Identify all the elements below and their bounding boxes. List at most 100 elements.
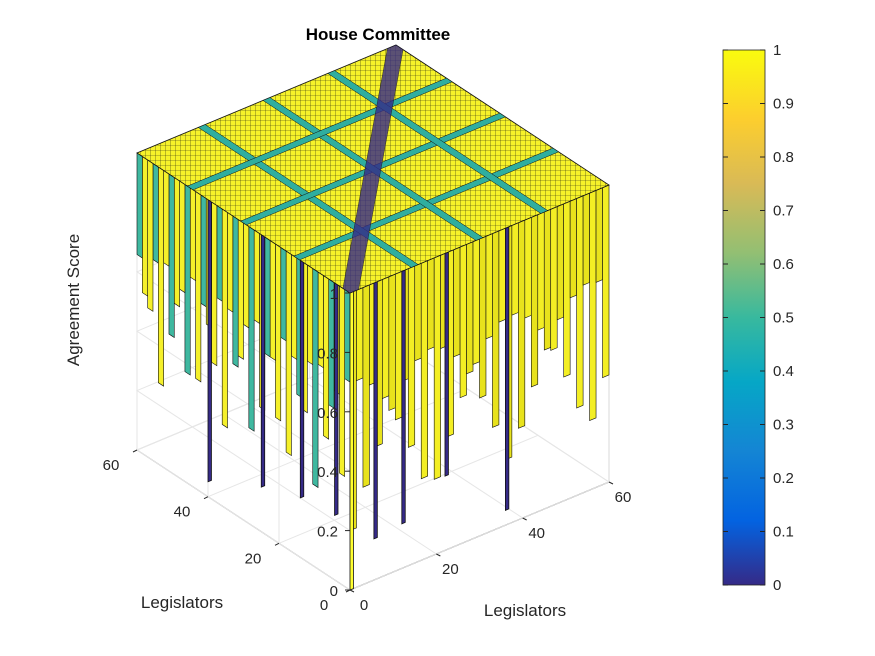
x-tick-mark — [436, 553, 441, 557]
y-tick-label: 60 — [103, 457, 120, 474]
surface-face — [485, 233, 493, 340]
y-tick-label: 0 — [320, 597, 328, 614]
z-axis-label: Agreement Score — [64, 234, 83, 366]
y-tick-label: 20 — [245, 550, 262, 567]
x-tick-label: 60 — [615, 489, 632, 506]
surface-face — [344, 288, 351, 383]
x-tick-label: 40 — [528, 525, 545, 542]
surface-face — [518, 219, 526, 429]
surface-face — [248, 225, 255, 432]
surface-face — [275, 243, 282, 422]
surface-spike — [207, 197, 212, 483]
surface-face — [158, 166, 164, 387]
surface-spike — [299, 258, 305, 499]
surface-face — [563, 200, 571, 378]
surface-face — [200, 194, 207, 308]
x-tick-label: 0 — [360, 597, 368, 614]
surface-diagonal — [342, 44, 404, 294]
surface-face — [179, 180, 186, 294]
y-axis-label: Legislators — [141, 593, 223, 612]
surface-face — [479, 235, 487, 399]
surface-face — [253, 229, 260, 324]
surface-face — [285, 250, 292, 457]
surface-spike — [444, 251, 449, 477]
surface-face — [173, 176, 180, 308]
surface-face — [498, 227, 506, 323]
y-tick-label: 40 — [174, 504, 191, 521]
x-tick-mark — [349, 589, 355, 593]
surface-face — [395, 270, 403, 421]
y-tick-mark — [203, 496, 209, 500]
chart-title: House Committee — [306, 25, 451, 44]
y-tick-mark — [274, 542, 280, 546]
z-tick-label: 0.8 — [317, 345, 338, 362]
surface-face — [420, 260, 429, 480]
colorbar-tick-label: 0.5 — [773, 310, 794, 327]
surface-face — [576, 195, 584, 409]
surface-face — [307, 264, 314, 366]
colorbar-tick-label: 0.3 — [773, 417, 794, 434]
surface-face — [142, 155, 148, 297]
surface-plot — [136, 44, 610, 591]
surface-face — [291, 253, 298, 361]
surface-spike — [504, 226, 510, 511]
colorbar-tick-label: 0.1 — [773, 524, 794, 541]
colorbar-tick-label: 0.4 — [773, 363, 794, 380]
surface-face — [466, 241, 474, 375]
surface-face — [227, 211, 234, 313]
surface-face — [312, 267, 319, 489]
surface-face — [537, 211, 545, 331]
surface-face — [163, 169, 170, 267]
surface-face — [168, 173, 175, 339]
colorbar-tick-label: 0.2 — [773, 470, 794, 487]
surface-face — [582, 192, 590, 286]
colorbar-tick-label: 0.8 — [773, 149, 794, 166]
surface-face — [356, 287, 364, 382]
x-axis-label: Legislators — [484, 601, 566, 620]
surface-spike — [349, 290, 354, 591]
surface-face — [602, 184, 610, 379]
surface-face — [589, 189, 597, 422]
surface-face — [459, 243, 467, 399]
x-tick-label: 20 — [442, 561, 459, 578]
surface-face — [362, 284, 370, 488]
surface-face — [264, 236, 271, 358]
surface-face — [152, 162, 159, 264]
z-tick-label: 0.4 — [317, 464, 338, 481]
surface-face — [216, 204, 223, 302]
colorbar-tick-label: 0.6 — [773, 256, 794, 273]
surface-face — [211, 201, 218, 367]
surface-face — [414, 262, 422, 362]
z-tick-label: 0 — [330, 583, 338, 600]
surface-face — [382, 276, 390, 399]
surface-face — [407, 265, 416, 448]
surface-spike — [260, 232, 266, 488]
colorbar-gradient — [722, 49, 766, 586]
colorbar-tick-label: 0.9 — [773, 96, 794, 113]
y-tick-mark — [132, 449, 138, 453]
x-tick-mark — [522, 517, 527, 521]
surface-face — [136, 152, 143, 259]
surface-face — [269, 239, 276, 361]
surface-face — [550, 206, 558, 351]
surface-face — [595, 187, 603, 283]
surface-face — [221, 208, 228, 429]
z-tick-label: 0.6 — [317, 405, 338, 422]
z-tick-label: 1 — [330, 286, 338, 303]
colorbar-tick-label: 0.7 — [773, 203, 794, 220]
axis-ticks: 0 20 40 60 0 20 40 60 0 0.2 0.4 0.6 0.8 1 — [103, 286, 632, 614]
surface-face — [543, 208, 552, 351]
surface-spike — [373, 269, 378, 540]
colorbar-tick-label: 0 — [773, 577, 781, 594]
surface-face — [189, 187, 196, 282]
surface-face — [184, 183, 191, 376]
x-tick-mark — [608, 481, 614, 485]
surface-face — [492, 230, 500, 428]
surface-face — [388, 273, 396, 411]
surface-face — [472, 238, 480, 365]
surface-face — [556, 203, 564, 321]
surface-face — [569, 198, 577, 299]
surface-face — [195, 190, 202, 383]
z-tick-label: 0.2 — [317, 524, 338, 541]
